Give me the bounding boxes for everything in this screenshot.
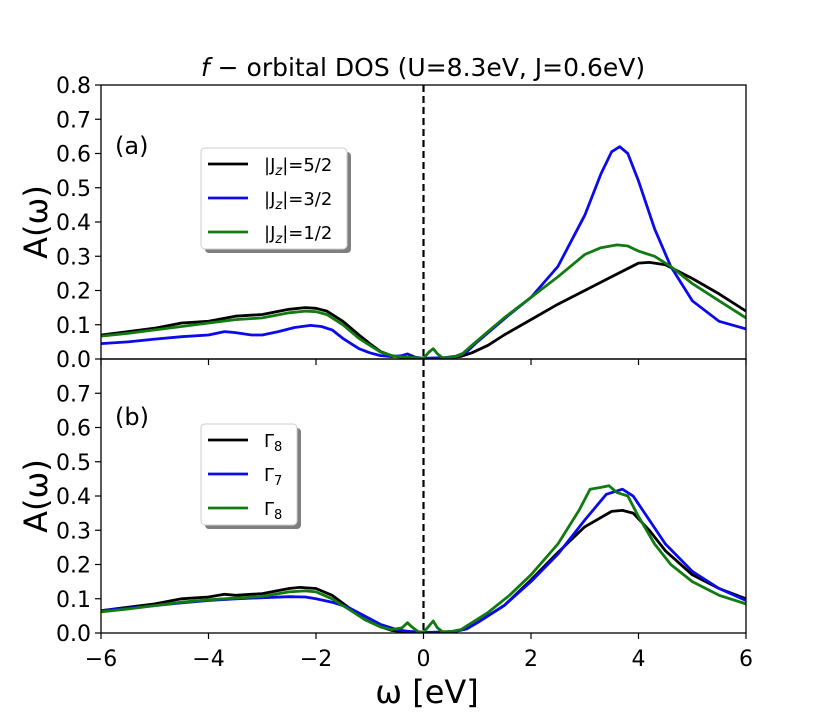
x-tick-label: −6 xyxy=(85,647,117,672)
y-tick-label: 0.6 xyxy=(56,417,91,442)
x-tick-label: 4 xyxy=(632,647,646,672)
panel-b: 0.0 0.1 0.2 0.3 0.4 0.5 0.6 0.7 −6 −4 −2 0 2 4 6 A(ω) (b… xyxy=(17,358,753,672)
y-tick-label: 0.4 xyxy=(56,211,91,236)
y-tick-label: 0.4 xyxy=(56,485,91,510)
x-tick-label: 2 xyxy=(524,647,538,672)
y-tick-label: 0.5 xyxy=(56,451,91,476)
y-tick-label: 0.7 xyxy=(56,108,91,133)
chart-title: f − orbital DOS (U=8.3eV, J=0.6eV) xyxy=(201,53,645,82)
y-tick-label: 0.0 xyxy=(56,348,91,373)
x-tick-label: 0 xyxy=(417,647,431,672)
legend-label: |Jz|=1/2 xyxy=(264,223,332,247)
y-tick-label: 0.6 xyxy=(56,143,91,168)
legend-label: Γ8 xyxy=(264,499,282,523)
y-tick-label: 0.0 xyxy=(56,622,91,647)
y-tick-label: 0.3 xyxy=(56,519,91,544)
y-tick-label: 0.5 xyxy=(56,177,91,202)
title-rest: − orbital DOS (U=8.3eV, J=0.6eV) xyxy=(210,53,645,82)
panel-tag: (a) xyxy=(115,132,148,160)
panel-a: 0.0 0.1 0.2 0.3 0.4 0.5 0.6 0.7 0.8 A(ω) (a) |Jz|=5… xyxy=(17,74,747,373)
y-tick-label: 0.2 xyxy=(56,554,91,579)
legend-box xyxy=(200,147,348,250)
y-tick-label: 0.7 xyxy=(56,382,91,407)
y-tick-label: 0.2 xyxy=(56,280,91,305)
y-axis-label: A(ω) xyxy=(17,459,55,533)
legend-label: Γ7 xyxy=(264,465,282,489)
y-tick-label: 0.8 xyxy=(56,74,91,99)
series-line-3 xyxy=(101,484,746,633)
series-line-3 xyxy=(101,243,746,359)
y-tick-label: 0.3 xyxy=(56,245,91,270)
x-axis-label: ω [eV] xyxy=(375,673,479,711)
y-tick-label: 0.1 xyxy=(56,588,91,613)
legend-label: Γ8 xyxy=(264,431,282,455)
legend-box xyxy=(200,423,298,526)
legend-label: |Jz|=5/2 xyxy=(264,155,332,179)
y-tick-label: 0.1 xyxy=(56,314,91,339)
x-tick-label: 6 xyxy=(739,647,753,672)
x-tick-label: −2 xyxy=(300,647,332,672)
panel-tag: (b) xyxy=(115,403,149,431)
y-axis-label: A(ω) xyxy=(17,185,55,259)
legend-label: |Jz|=3/2 xyxy=(264,189,332,213)
x-tick-label: −4 xyxy=(192,647,224,672)
